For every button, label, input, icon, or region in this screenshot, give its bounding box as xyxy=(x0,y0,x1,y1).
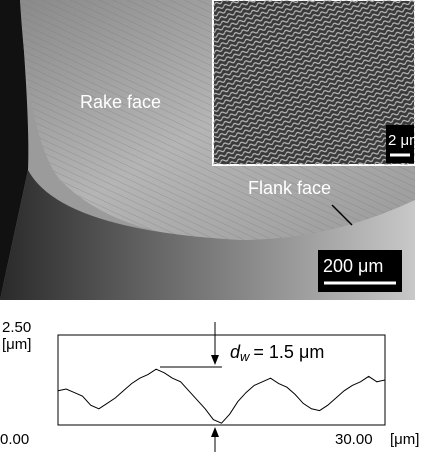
x-tick-label: 0.00 xyxy=(0,431,29,448)
y-tick-label: 2.50 xyxy=(2,319,31,336)
dw-text: = 1.5 μm xyxy=(253,342,324,362)
rake-label: Rake face xyxy=(80,92,161,112)
x-unit: [μm] xyxy=(390,431,419,448)
inset-scale-label: 2 μm xyxy=(388,132,422,149)
arrowhead xyxy=(211,427,219,437)
dw-subscript: w xyxy=(240,349,251,364)
x-tick-label: 30.00 xyxy=(335,431,373,448)
flank-label: Flank face xyxy=(248,178,331,198)
profile-line xyxy=(57,368,386,424)
scale-bar-label: 200 μm xyxy=(323,256,383,276)
y-unit: [μm] xyxy=(2,336,31,353)
plot: 2.50[μm]0.00 30.00 [μm] xyxy=(0,319,419,448)
arrowhead xyxy=(211,355,219,365)
dw-symbol: d xyxy=(230,342,241,362)
plot-frame xyxy=(57,334,386,426)
sem-photo xyxy=(0,0,416,300)
dw-annotation: dw = 1.5 μm xyxy=(230,342,324,364)
